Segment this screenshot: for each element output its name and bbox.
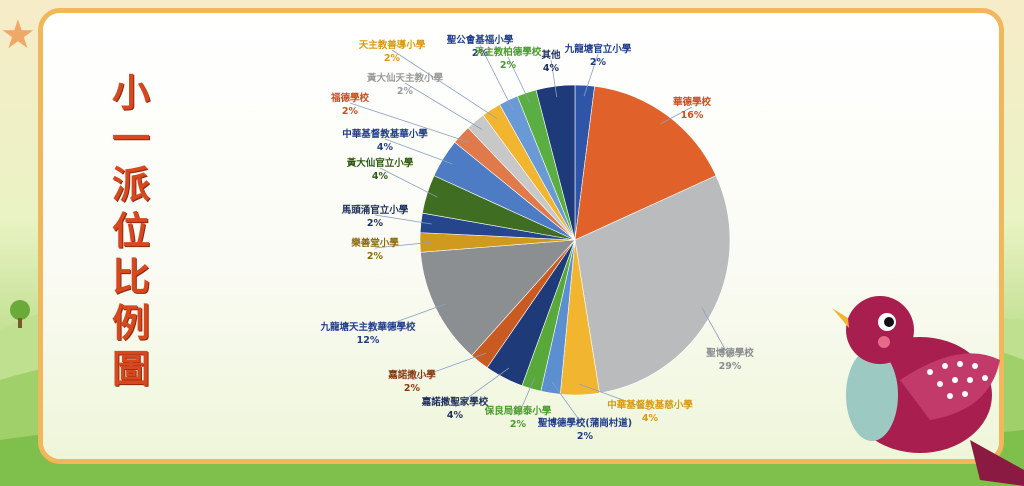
leader-line (411, 352, 487, 381)
leader-line (454, 367, 510, 408)
slice-percent-label: 4% (372, 171, 389, 182)
leader-line (374, 214, 432, 225)
leader-line (583, 53, 599, 97)
leader-line (349, 102, 470, 143)
slice-percent-label: 2% (510, 419, 527, 430)
leader-line (479, 44, 514, 110)
slice-name-label: 聖博德學校 (706, 347, 754, 359)
slice-name-label: 中華基督教基慈小學 (607, 399, 693, 411)
slice-percent-label: 12% (357, 335, 380, 346)
slice-percent-label: 2% (472, 48, 489, 59)
slice-name-label: 福德學校 (330, 92, 370, 104)
slice-name-label: 黃大仙天主教小學 (366, 72, 444, 84)
leader-line (517, 378, 535, 417)
slice-percent-label: 2% (342, 106, 359, 117)
slice-name-label: 華德學校 (673, 96, 712, 108)
slice-percent-label: 4% (377, 142, 394, 153)
title-char: 一 (111, 117, 150, 161)
slice-name-label: 其他 (541, 49, 561, 61)
leader-line (379, 167, 438, 198)
slice-percent-label: 2% (367, 218, 384, 229)
slice-percent-label: 2% (590, 57, 607, 68)
title-char: 派 (111, 163, 150, 207)
slice-name-label: 黃大仙官立小學 (346, 157, 414, 169)
bird-illustration (832, 296, 1024, 486)
slice-percent-label: 2% (577, 431, 594, 442)
leader-line (404, 82, 483, 130)
slice-name-label: 樂善堂小學 (350, 237, 399, 249)
slice-percent-label: 4% (447, 410, 464, 421)
pie-slice (574, 175, 731, 394)
slice-name-label: 九龍塘天主教華德學校 (319, 321, 416, 333)
title-char: 例 (111, 301, 150, 345)
star-decoration: ★ (0, 12, 36, 58)
leader-line (660, 106, 693, 125)
slice-percent-label: 16% (681, 110, 704, 121)
pie-slice (420, 239, 576, 356)
slice-name-label: 天主教善導小學 (359, 39, 426, 51)
leader-line (701, 307, 731, 359)
leader-line (367, 303, 446, 333)
slice-name-label: 馬頭涌官立小學 (341, 204, 409, 216)
leader-line (551, 382, 586, 429)
slice-name-label: 九龍塘官立小學 (564, 43, 632, 55)
leader-line (550, 59, 558, 98)
leader-line (507, 56, 531, 104)
pie-slice (574, 85, 717, 241)
title-char: 小 (111, 71, 150, 115)
leader-line (391, 49, 498, 120)
slice-name-label: 聖博德學校(蒲崗村道) (538, 417, 632, 429)
slice-percent-label: 4% (543, 63, 560, 74)
slice-percent-label: 2% (404, 383, 421, 394)
slice-name-label: 中華基督教基華小學 (342, 128, 428, 140)
leader-line (384, 138, 453, 165)
title-char: 比 (111, 255, 150, 299)
slice-percent-label: 29% (719, 361, 742, 372)
title-char: 位 (111, 209, 150, 253)
page-title: 小 一 派 位 比 例 圖 (96, 70, 166, 392)
slice-name-label: 嘉諾撒聖家學校 (421, 396, 489, 408)
slice-name-label: 聖公會基福小學 (447, 34, 514, 46)
slice-percent-label: 2% (397, 86, 414, 97)
slice-percent-label: 2% (384, 53, 401, 64)
slice-percent-label: 2% (500, 60, 517, 71)
leader-line (579, 383, 651, 411)
slice-percent-label: 2% (367, 251, 384, 262)
slice-name-label: 嘉諾撒小學 (387, 369, 436, 381)
slice-name-label: 天主教柏德學校 (475, 46, 542, 58)
leader-line (374, 241, 431, 249)
slice-percent-label: 4% (642, 413, 659, 424)
title-char: 圖 (111, 347, 150, 391)
slice-name-label: 保良局錦泰小學 (484, 405, 552, 417)
